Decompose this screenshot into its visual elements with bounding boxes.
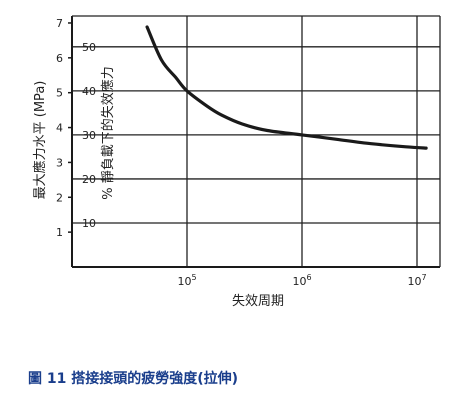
x-axis-label: 失效周期	[232, 294, 284, 309]
y-right-tick-label: 20	[82, 173, 96, 186]
axes	[68, 15, 441, 268]
y-left-tick-label: 6	[56, 52, 63, 65]
y-left-tick-label: 1	[56, 226, 63, 239]
grid	[72, 16, 440, 267]
y-left-tick-label: 2	[56, 191, 63, 204]
y-left-axis-label: 最大應力水平 (MPa)	[32, 81, 48, 200]
x-tick-label: 107	[407, 273, 426, 288]
x-tick-label: 105	[177, 273, 196, 288]
x-tick-label: 106	[292, 273, 311, 288]
y-left-tick-label: 4	[56, 122, 63, 135]
series-line	[145, 25, 428, 150]
figure-caption: 圖 11 搭接接頭的疲勞強度(拉伸)	[28, 371, 239, 387]
y-left-tick-label: 3	[56, 156, 63, 169]
y-right-tick-label: 50	[82, 41, 96, 54]
y-right-tick-label: 10	[82, 217, 96, 230]
y-right-tick-label: 40	[82, 85, 96, 98]
y-left-tick-label: 7	[56, 17, 63, 30]
y-right-tick-label: 30	[82, 129, 96, 142]
y-right-axis-label: % 靜負載下的失效應力	[100, 66, 116, 200]
series	[145, 25, 428, 150]
y-left-tick-label: 5	[56, 87, 63, 100]
tick-labels: 1 2 3 4 5 6 7 10 20 30 40 50 105 106 107	[56, 17, 427, 288]
